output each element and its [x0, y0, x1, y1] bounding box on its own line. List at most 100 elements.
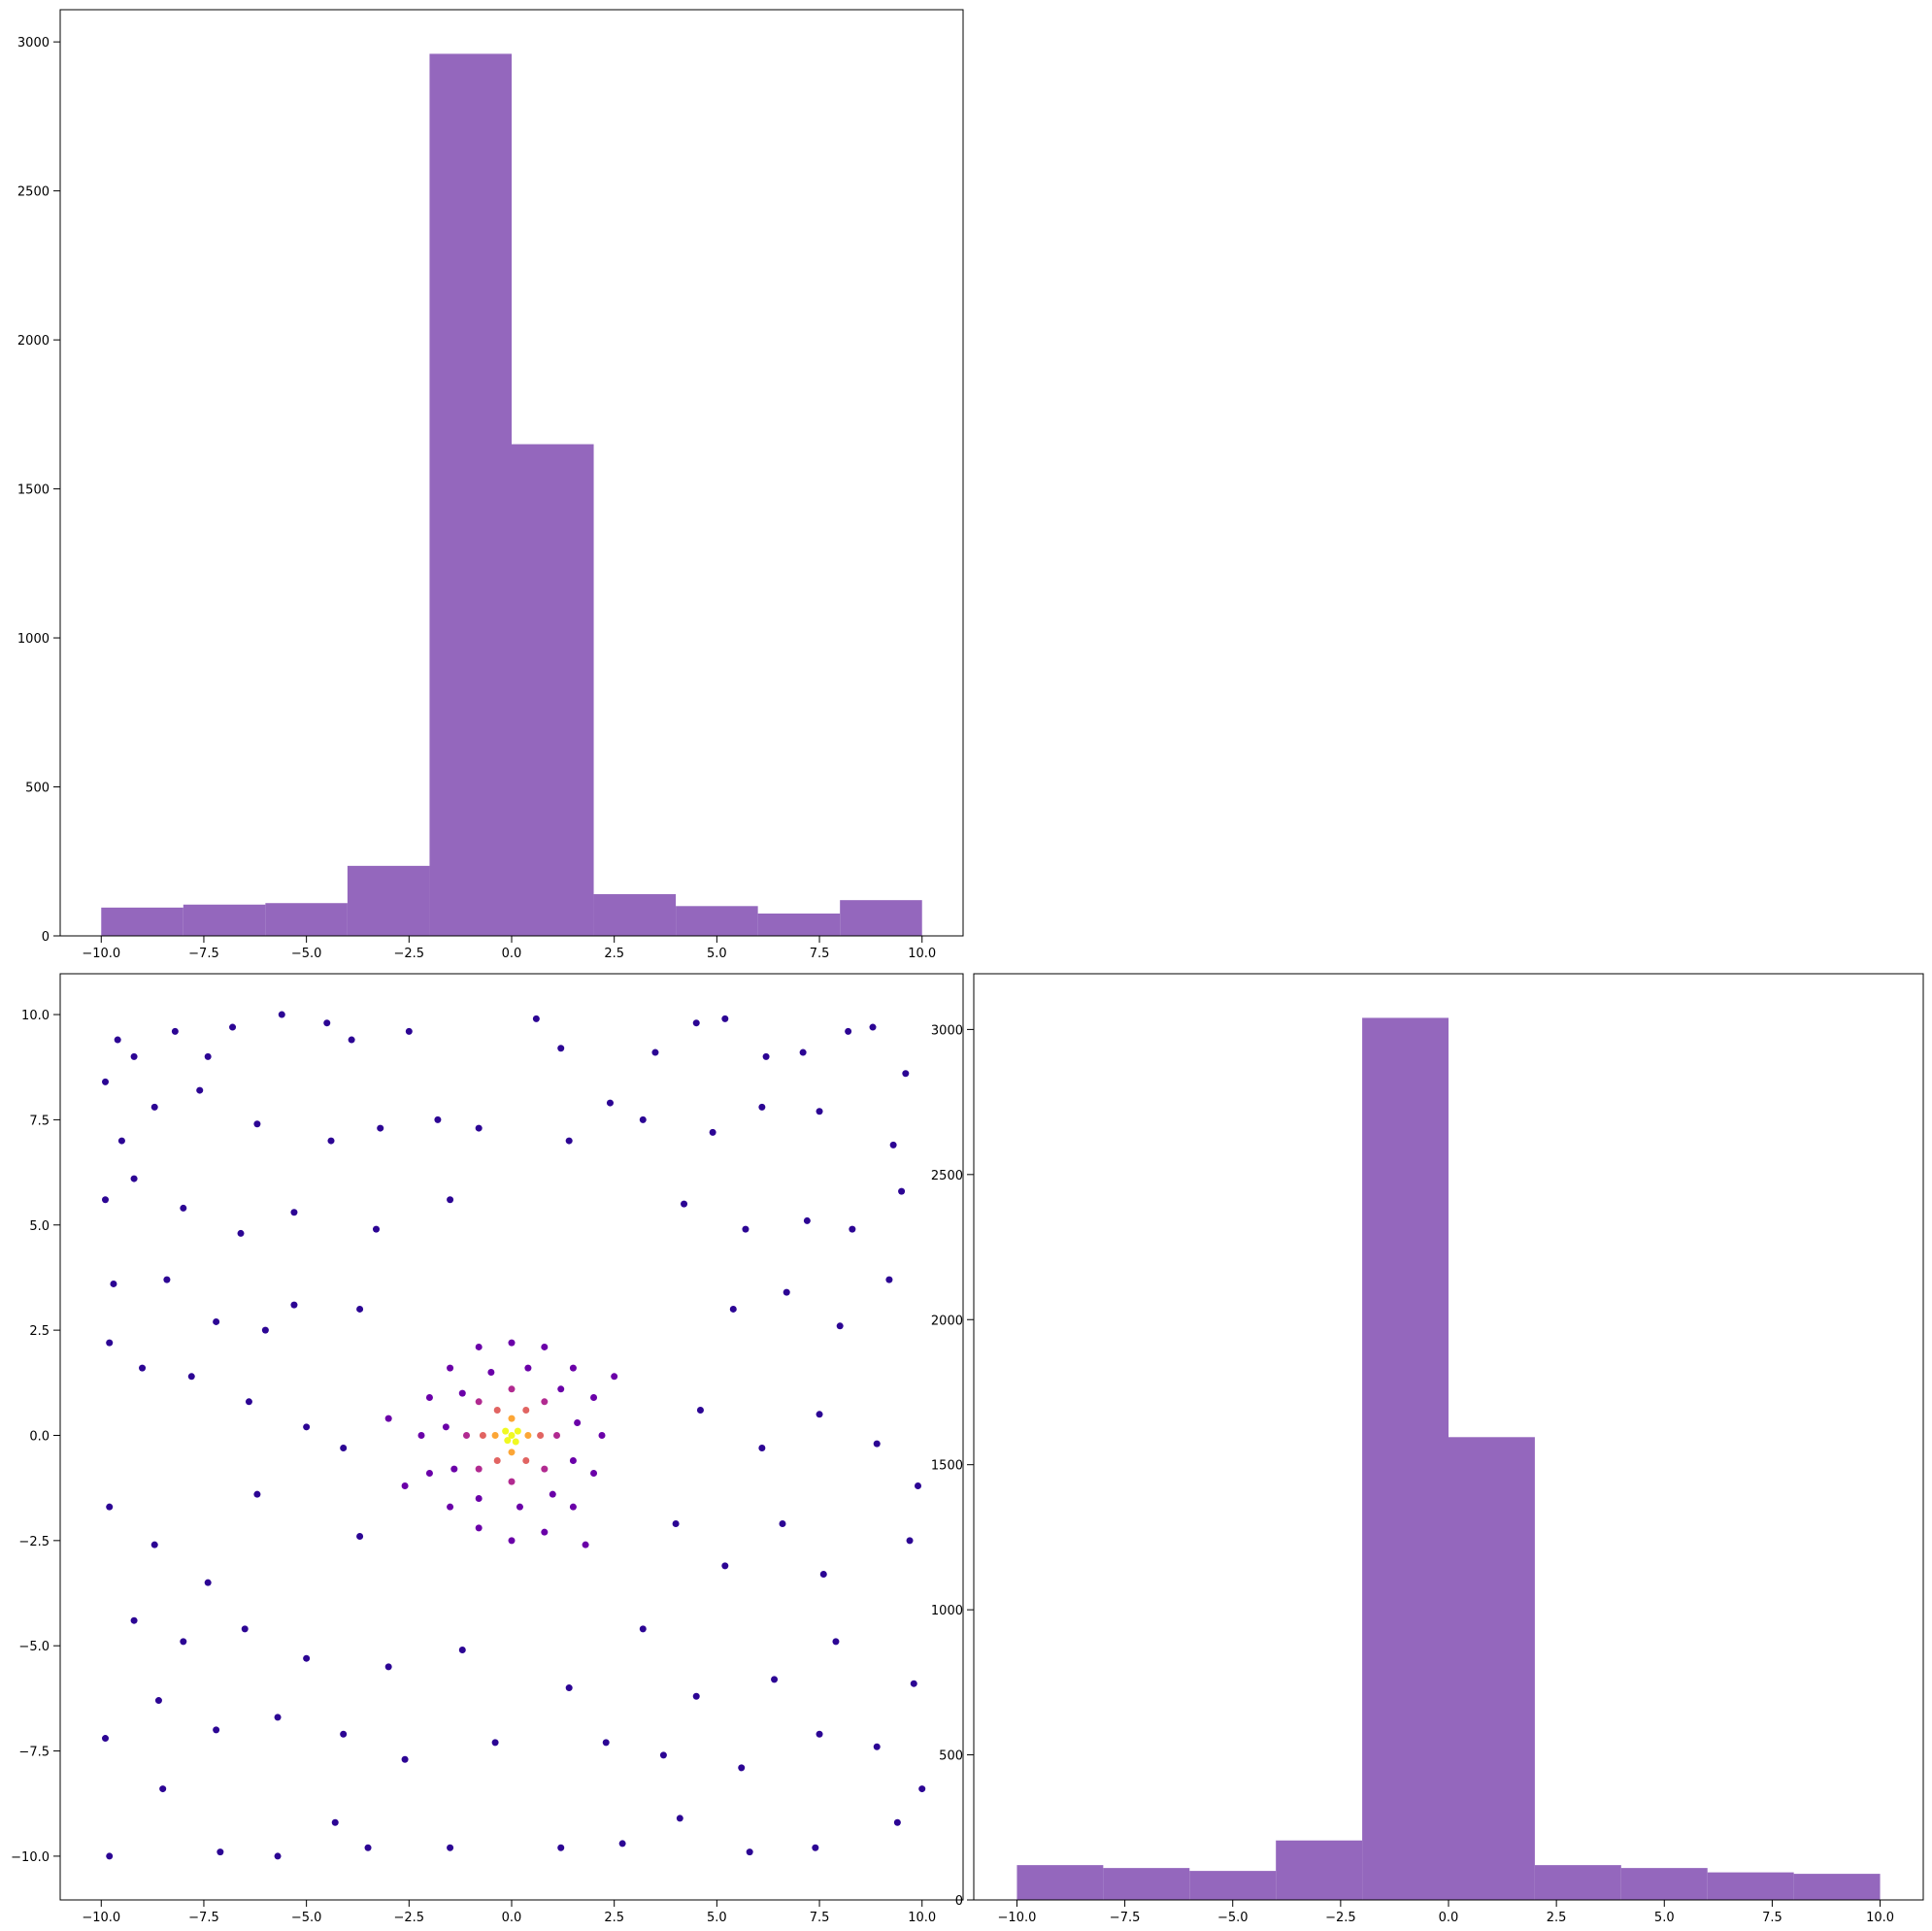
point — [729, 1305, 737, 1313]
point — [204, 1579, 212, 1586]
point — [229, 1023, 237, 1031]
y-tick-label: 0 — [42, 930, 50, 945]
point — [902, 1070, 910, 1078]
point — [384, 1415, 392, 1422]
x-tick-label: −10.0 — [82, 947, 120, 961]
point — [106, 1503, 114, 1511]
y-tick-label: 2500 — [17, 185, 50, 200]
point — [816, 1730, 823, 1738]
bar — [1793, 1874, 1881, 1900]
point — [102, 1735, 109, 1743]
point — [327, 1137, 335, 1145]
point — [384, 1663, 392, 1671]
bar — [1362, 1017, 1449, 1900]
point — [447, 1503, 454, 1511]
point — [274, 1714, 282, 1721]
y-tick-label: 1000 — [931, 1604, 963, 1618]
point — [915, 1482, 921, 1489]
point — [832, 1638, 840, 1646]
point — [611, 1373, 618, 1381]
point — [364, 1844, 372, 1851]
point — [447, 1196, 454, 1204]
point — [590, 1393, 598, 1401]
point — [114, 1036, 121, 1044]
point — [348, 1036, 355, 1044]
point — [163, 1276, 171, 1283]
point — [541, 1465, 549, 1473]
point — [196, 1086, 204, 1094]
x-tick-label: 10.0 — [1866, 1911, 1894, 1925]
x-tick-label: 5.0 — [707, 947, 727, 961]
point — [742, 1225, 749, 1233]
bar — [101, 907, 183, 936]
point — [463, 1431, 470, 1439]
point — [873, 1440, 881, 1448]
bar — [1534, 1865, 1621, 1900]
point — [217, 1848, 224, 1856]
point — [150, 1103, 158, 1111]
x-tick-label: −10.0 — [998, 1911, 1037, 1925]
point — [721, 1015, 729, 1022]
point — [502, 1427, 510, 1435]
point — [681, 1200, 688, 1208]
x-tick-label: 7.5 — [810, 947, 830, 961]
point — [110, 1280, 117, 1287]
point — [869, 1023, 877, 1031]
point — [458, 1389, 466, 1397]
y-tick-label: −7.5 — [18, 1746, 50, 1760]
point — [516, 1503, 523, 1511]
point — [405, 1027, 413, 1035]
point — [672, 1520, 680, 1528]
bar — [347, 865, 430, 936]
point — [493, 1456, 501, 1464]
x-tick-label: −2.5 — [394, 1911, 425, 1925]
point — [508, 1415, 516, 1422]
point — [893, 1818, 901, 1826]
x-tick-label: 5.0 — [707, 1911, 727, 1925]
y-tick-label: 5.0 — [29, 1219, 50, 1234]
point — [493, 1406, 501, 1414]
y-tick-label: 1500 — [17, 483, 50, 498]
bar — [840, 900, 922, 936]
point — [512, 1438, 519, 1446]
point — [783, 1288, 790, 1296]
point — [898, 1187, 906, 1195]
point — [130, 1175, 138, 1182]
y-tick-label: −5.0 — [18, 1640, 50, 1654]
point — [401, 1755, 409, 1763]
point — [885, 1276, 893, 1283]
point — [696, 1406, 704, 1414]
bar — [1016, 1865, 1104, 1900]
x-tick-label: −5.0 — [291, 947, 322, 961]
x-tick-label: 2.5 — [604, 1911, 624, 1925]
x-tick-label: 2.5 — [1547, 1911, 1567, 1925]
point — [514, 1427, 521, 1435]
bar — [429, 53, 512, 936]
point — [213, 1726, 220, 1734]
point — [639, 1625, 647, 1633]
bar — [1276, 1840, 1363, 1900]
point — [245, 1398, 252, 1406]
point — [618, 1840, 626, 1848]
point — [522, 1456, 530, 1464]
point — [106, 1339, 114, 1347]
bar — [676, 906, 758, 936]
point — [130, 1616, 138, 1624]
point — [758, 1103, 766, 1111]
point — [237, 1229, 245, 1237]
y-tick-label: 500 — [939, 1749, 963, 1764]
point — [187, 1373, 195, 1381]
point — [590, 1469, 598, 1477]
point — [491, 1739, 499, 1747]
y-tick-label: 3000 — [17, 36, 50, 50]
point — [541, 1528, 549, 1536]
y-tick-label: −10.0 — [11, 1850, 50, 1865]
point — [553, 1431, 560, 1439]
point — [771, 1676, 779, 1683]
point — [475, 1465, 483, 1473]
point — [508, 1537, 516, 1545]
x-tick-label: 7.5 — [810, 1911, 830, 1925]
point — [102, 1196, 109, 1204]
point — [779, 1520, 786, 1528]
point — [692, 1019, 700, 1027]
